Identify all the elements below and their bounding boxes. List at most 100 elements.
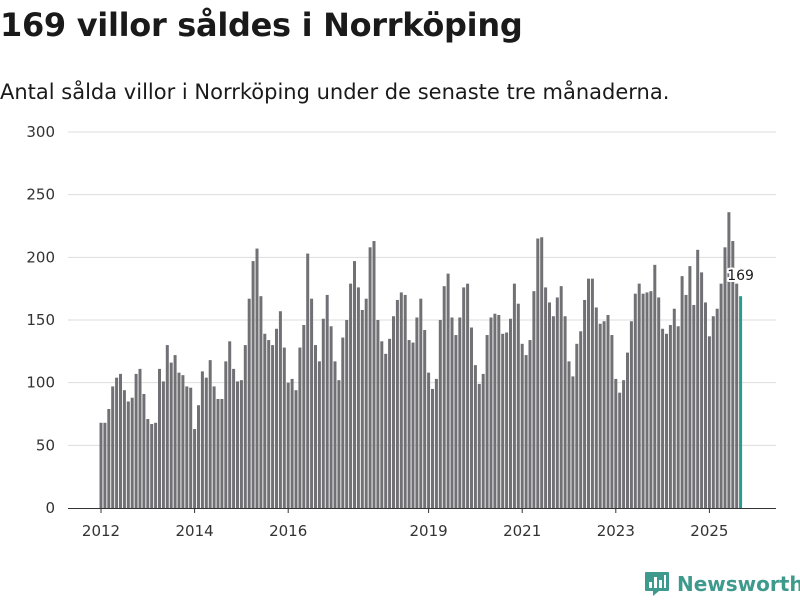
y-tick-label-50: 50 <box>36 436 55 454</box>
bar-7 <box>126 401 130 508</box>
bar-20 <box>177 372 181 508</box>
bar-160 <box>723 247 727 508</box>
bar-131 <box>610 335 614 508</box>
bar-18 <box>169 362 173 508</box>
bar-140 <box>645 292 649 508</box>
bar-98 <box>481 373 485 508</box>
bar-48 <box>286 382 290 508</box>
bar-71 <box>376 320 380 508</box>
bar-110 <box>528 340 532 508</box>
y-tick-label-100: 100 <box>26 374 55 392</box>
bar-53 <box>306 253 310 508</box>
bar-21 <box>181 375 185 508</box>
bar-79 <box>407 340 411 508</box>
bar-63 <box>345 320 349 508</box>
bar-58 <box>325 294 329 508</box>
bar-51 <box>298 347 302 508</box>
bar-157 <box>711 316 715 508</box>
x-tick-label-2021: 2021 <box>503 522 541 540</box>
x-tick-label-2012: 2012 <box>82 522 120 540</box>
bar-129 <box>602 321 606 508</box>
bar-108 <box>520 343 524 508</box>
bar-57 <box>321 318 325 508</box>
bar-156 <box>707 336 711 508</box>
brand-name: Newsworthy <box>677 572 800 596</box>
bar-154 <box>700 272 704 508</box>
bar-132 <box>614 378 618 508</box>
bar-13 <box>150 424 154 508</box>
bar-68 <box>364 298 368 508</box>
bar-37 <box>243 345 247 508</box>
bar-3 <box>111 386 115 508</box>
bar-46 <box>278 311 282 508</box>
page-title: 169 villor såldes i Norrköping <box>0 6 523 44</box>
newsworthy-logo-icon <box>645 572 669 596</box>
bar-146 <box>668 325 672 508</box>
bar-144 <box>661 328 665 508</box>
bar-39 <box>251 261 255 508</box>
bar-142 <box>653 264 657 508</box>
bar-133 <box>618 392 622 508</box>
bar-5 <box>119 373 122 508</box>
bar-2 <box>107 408 111 508</box>
bar-148 <box>676 326 680 508</box>
bar-70 <box>372 241 376 509</box>
bar-0 <box>99 422 103 508</box>
bar-104 <box>505 332 509 508</box>
bar-31 <box>220 398 224 508</box>
bar-78 <box>403 294 407 508</box>
bar-103 <box>501 333 505 508</box>
bar-47 <box>282 347 286 508</box>
bar-14 <box>154 422 158 508</box>
bar-94 <box>466 283 470 508</box>
bar-128 <box>598 323 602 508</box>
bar-143 <box>657 297 661 508</box>
bar-159 <box>719 283 723 508</box>
bar-49 <box>290 378 294 508</box>
bar-60 <box>333 361 337 508</box>
bar-147 <box>672 308 676 508</box>
bar-126 <box>590 278 594 508</box>
bar-30 <box>216 398 220 508</box>
bar-11 <box>142 393 146 508</box>
bar-24 <box>193 429 197 508</box>
bar-138 <box>637 283 641 508</box>
bar-22 <box>185 386 189 508</box>
bar-66 <box>356 287 360 508</box>
bar-122 <box>575 343 579 508</box>
bar-1 <box>103 422 107 508</box>
bar-12 <box>146 419 150 508</box>
bar-45 <box>275 328 278 508</box>
bar-120 <box>567 361 571 508</box>
bar-42 <box>263 333 267 508</box>
bar-76 <box>395 299 399 508</box>
bar-163 <box>735 283 739 508</box>
bar-74 <box>388 338 392 508</box>
bar-134 <box>622 380 626 508</box>
bar-56 <box>317 361 321 508</box>
bar-106 <box>512 283 516 508</box>
chart-subtitle: Antal sålda villor i Norrköping under de… <box>0 80 670 104</box>
bar-150 <box>684 294 688 508</box>
bar-54 <box>310 298 314 508</box>
bar-145 <box>665 333 668 508</box>
bar-95 <box>470 327 473 508</box>
bar-119 <box>563 316 567 508</box>
bar-100 <box>489 317 493 508</box>
bar-28 <box>208 360 212 508</box>
x-tick-label-2016: 2016 <box>269 522 307 540</box>
bar-149 <box>680 276 684 508</box>
bar-26 <box>200 371 204 508</box>
bar-36 <box>239 380 243 508</box>
bar-151 <box>688 266 692 508</box>
bar-23 <box>189 387 193 508</box>
y-tick-label-150: 150 <box>26 311 55 329</box>
data-label-halo: 169 <box>727 268 754 284</box>
bar-136 <box>629 321 633 508</box>
bar-9 <box>134 373 138 508</box>
bar-43 <box>267 340 271 508</box>
bar-112 <box>536 238 540 508</box>
bar-125 <box>587 278 590 508</box>
